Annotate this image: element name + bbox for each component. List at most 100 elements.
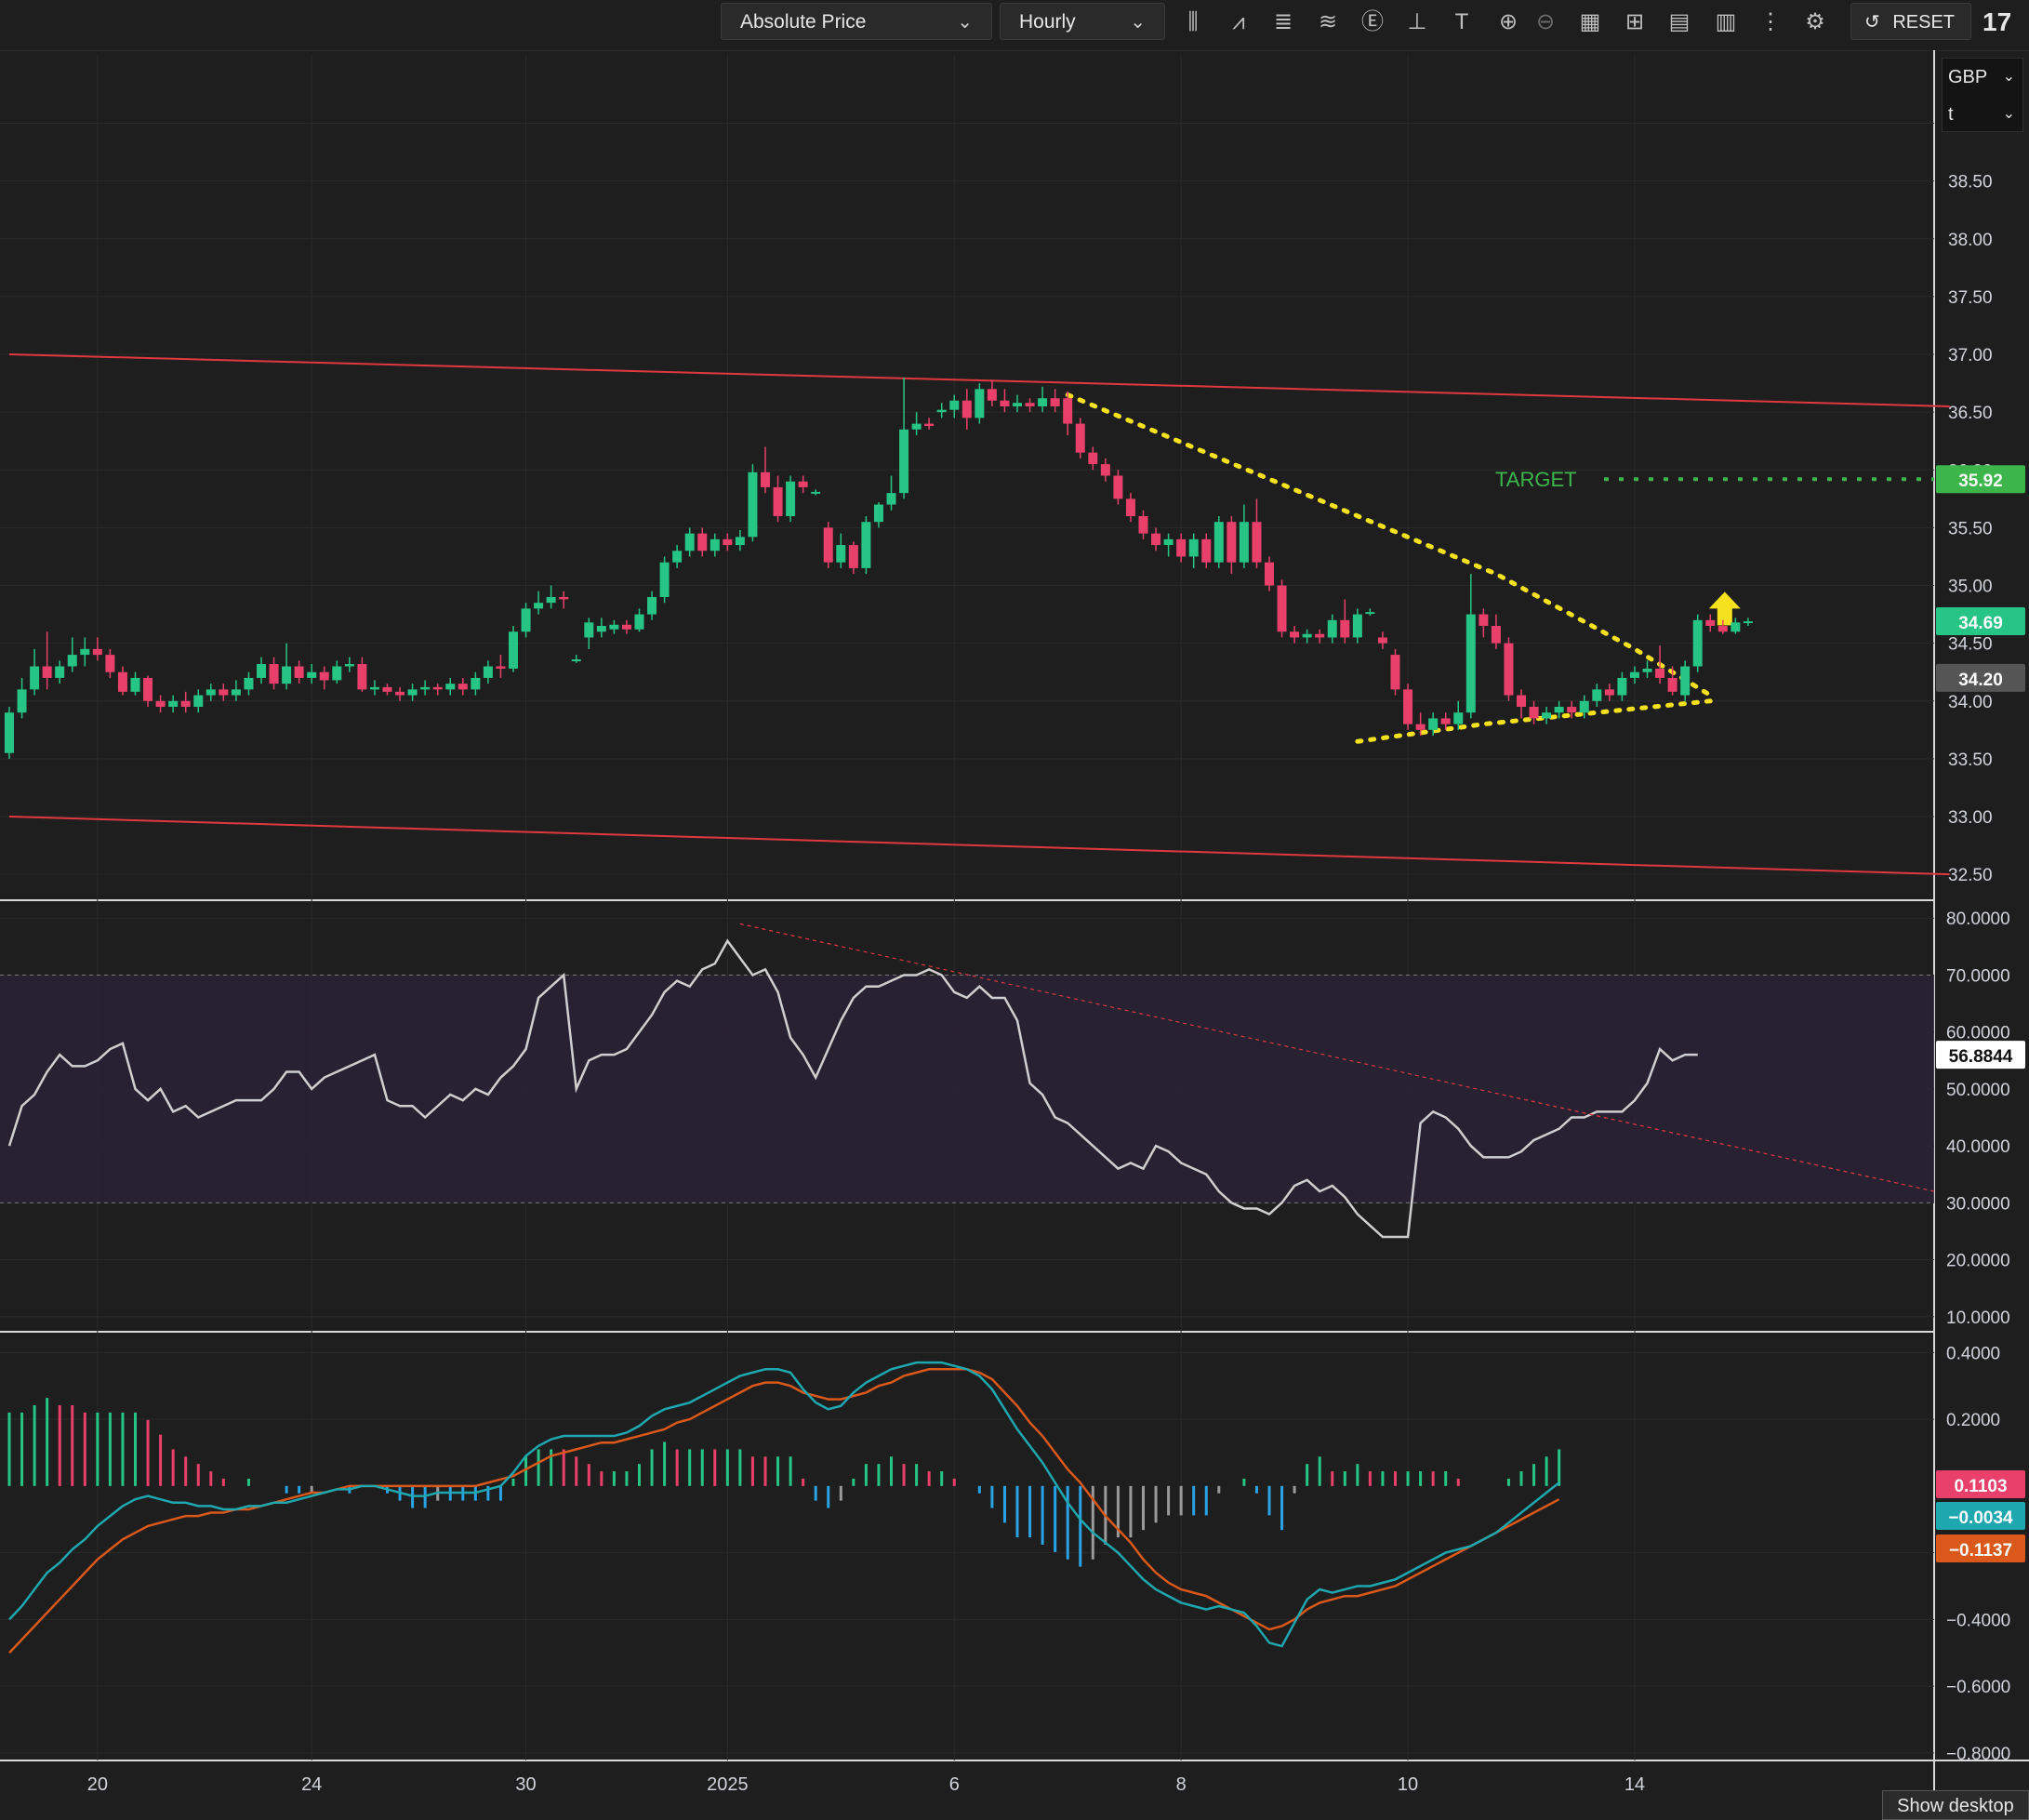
candle-body <box>1567 706 1577 713</box>
candle-body <box>1529 706 1539 719</box>
settings-icon[interactable]: ⚙ <box>1805 9 1825 34</box>
macd-tick-label: −0.8000 <box>1946 1745 2010 1764</box>
interval-dropdown[interactable]: Hourly ⌄ <box>1000 3 1165 40</box>
candle-body <box>1705 619 1716 627</box>
candle-body <box>407 689 418 696</box>
candle-body <box>1667 677 1678 692</box>
line-chart-icon[interactable]: ⩘ <box>1232 9 1245 34</box>
time-tick-label: 30 <box>515 1774 536 1795</box>
zoom-in-icon[interactable]: ⊕ <box>1498 9 1518 34</box>
target-label: TARGET <box>1495 468 1577 491</box>
candle-body <box>621 624 631 630</box>
candle-body <box>836 545 846 563</box>
time-tick-label: 2025 <box>707 1774 749 1795</box>
candle-body <box>1717 626 1728 632</box>
candle-body <box>709 538 720 551</box>
interval-label: Hourly <box>1019 11 1076 33</box>
candle-body <box>1075 423 1085 453</box>
candle-body <box>1265 562 1274 586</box>
price-tick-label: 38.00 <box>1948 231 1993 250</box>
candle-body <box>471 677 481 690</box>
candle-body <box>1038 398 1048 406</box>
breakout-arrow-icon <box>1708 591 1741 626</box>
template-icon[interactable]: ▤ <box>1668 9 1691 34</box>
unit-label: t <box>1948 104 1954 125</box>
candle-body <box>307 671 317 678</box>
price-badge: 35.92 <box>1958 472 2003 491</box>
zoom-out-icon[interactable]: ⊖ <box>1535 9 1556 34</box>
candle-body <box>344 664 354 667</box>
candle-body <box>105 655 115 672</box>
macd-tick-label: −0.4000 <box>1946 1611 2010 1630</box>
chevron-down-icon: ⌄ <box>2002 69 2015 85</box>
candles <box>5 377 1753 759</box>
candlestick-icon[interactable]: ⫼ <box>1187 9 1199 34</box>
candle-body <box>961 400 972 418</box>
candle-body <box>219 689 229 696</box>
candle-body <box>1453 712 1464 724</box>
candle-body <box>395 691 405 696</box>
candle-body <box>420 686 431 690</box>
candle-body <box>143 677 153 701</box>
layout-icon[interactable]: ⊞ <box>1625 9 1645 34</box>
rsi-overbought-oversold-band <box>0 975 1934 1203</box>
price-tick-label: 34.00 <box>1948 693 1993 712</box>
reset-button[interactable]: ↺ RESET <box>1850 3 1971 40</box>
euro-icon[interactable]: Ⓔ <box>1361 9 1384 34</box>
candle-body <box>1743 621 1753 624</box>
channel-upper-line <box>8 353 1950 407</box>
candle-body <box>684 533 695 551</box>
signal-line <box>8 1368 1560 1654</box>
candle-body <box>1176 538 1187 557</box>
candle-body <box>773 486 783 516</box>
candle-body <box>1327 619 1337 638</box>
chevron-down-icon: ⌄ <box>1130 12 1146 33</box>
candle-body <box>1440 718 1451 724</box>
candle-body <box>67 655 77 667</box>
currency-dropdown[interactable]: GBP ⌄ <box>1943 59 2022 96</box>
price-tick-label: 35.00 <box>1948 578 1993 597</box>
bar-style-icon[interactable]: ≣ <box>1273 9 1293 34</box>
text-tool-icon[interactable]: T <box>1454 9 1469 34</box>
macd-tick-label: 0.4000 <box>1946 1344 2000 1363</box>
rsi-trendline <box>739 923 1935 1192</box>
crosshair-icon[interactable]: ⊥ <box>1407 9 1427 34</box>
waves-icon[interactable]: ≋ <box>1318 9 1338 34</box>
unit-dropdown[interactable]: t ⌄ <box>1943 96 2022 133</box>
candle-body <box>924 423 935 427</box>
candle-body <box>55 666 65 678</box>
candle-body <box>1277 585 1287 632</box>
candle-body <box>1063 398 1073 424</box>
candle-body <box>382 686 392 692</box>
table-icon[interactable]: ▦ <box>1579 9 1601 34</box>
macd-last-value-badge-bg <box>1936 1470 2025 1498</box>
candle-body <box>1227 522 1237 563</box>
candle-body <box>1680 666 1691 696</box>
candle-body <box>1239 522 1249 563</box>
candle-body <box>294 666 304 678</box>
currency-selector[interactable]: GBP ⌄ t ⌄ <box>1942 58 2023 132</box>
candle-body <box>1579 700 1589 713</box>
indicators-icon[interactable]: ▥ <box>1715 9 1737 34</box>
candle-body <box>1201 538 1212 563</box>
candle-body <box>848 545 858 568</box>
candle-body <box>1213 522 1224 563</box>
time-tick-label: 10 <box>1398 1774 1418 1795</box>
price-badge-bg <box>1936 465 2025 494</box>
rsi-line <box>7 923 1935 1239</box>
candle-body <box>42 666 52 678</box>
candle-body <box>155 700 166 707</box>
candle-body <box>1479 614 1489 627</box>
more-vert-icon[interactable]: ⋮ <box>1759 9 1782 34</box>
price-mode-dropdown[interactable]: Absolute Price ⌄ <box>721 3 992 40</box>
rsi-tick-label: 30.0000 <box>1946 1194 2010 1214</box>
price-axis: 39.0038.5038.0037.5037.0036.5036.0035.50… <box>1946 115 2010 1764</box>
candle-body <box>609 624 619 630</box>
macd-last-value-badge: 0.1103 <box>1954 1477 2007 1496</box>
candle-body <box>1302 633 1312 638</box>
rsi-last-value-badge-bg <box>1936 1041 2025 1069</box>
candle-body <box>1163 538 1174 546</box>
macd-last-value-badge-bg <box>1936 1502 2025 1530</box>
candle-body <box>1352 614 1362 638</box>
